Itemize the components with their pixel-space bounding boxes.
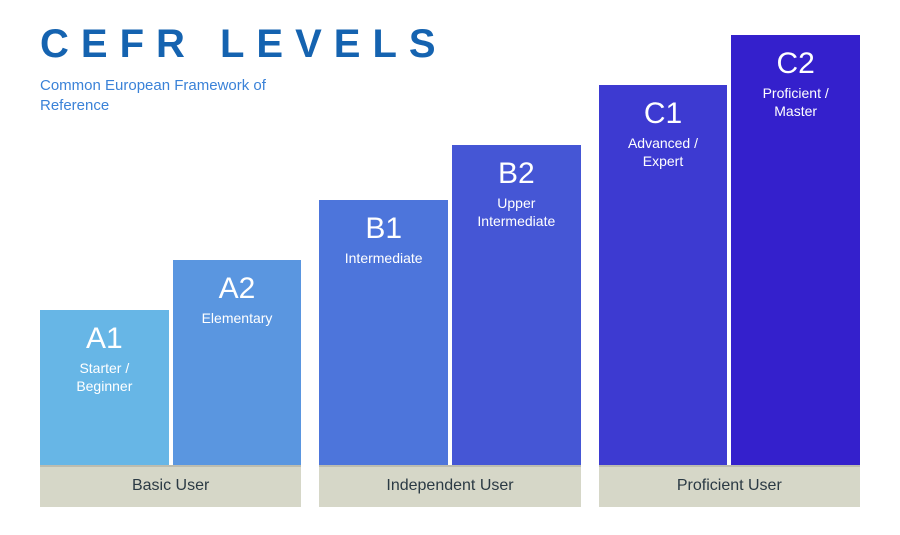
- bar-a2: A2 Elementary: [173, 260, 302, 465]
- bar-group: C1 Advanced / Expert C2 Proficient / Mas…: [599, 35, 860, 465]
- bar-group: A1 Starter / Beginner A2 Elementary: [40, 260, 301, 465]
- bar-c1: C1 Advanced / Expert: [599, 85, 728, 465]
- bar-code: B1: [365, 214, 402, 244]
- bar-b1: B1 Intermediate: [319, 200, 448, 465]
- bar-desc: Upper Intermediate: [458, 195, 575, 230]
- bar-desc: Advanced / Expert: [605, 135, 722, 170]
- cefr-bar-chart: A1 Starter / Beginner A2 Elementary B1 I…: [40, 35, 860, 507]
- group-label: Proficient User: [599, 465, 860, 507]
- bar-b2: B2 Upper Intermediate: [452, 145, 581, 465]
- bar-code: C2: [776, 49, 814, 79]
- group-label-row: Basic User Independent User Proficient U…: [40, 465, 860, 507]
- bar-desc: Elementary: [198, 310, 277, 328]
- bar-desc: Proficient / Master: [737, 85, 854, 120]
- bar-code: C1: [644, 99, 682, 129]
- bar-code: A2: [219, 274, 256, 304]
- bar-a1: A1 Starter / Beginner: [40, 310, 169, 465]
- group-label: Basic User: [40, 465, 301, 507]
- bar-group: B1 Intermediate B2 Upper Intermediate: [319, 145, 580, 465]
- bar-code: A1: [86, 324, 123, 354]
- bar-desc: Starter / Beginner: [46, 360, 163, 395]
- group-label: Independent User: [319, 465, 580, 507]
- bar-row: A1 Starter / Beginner A2 Elementary B1 I…: [40, 35, 860, 465]
- bar-code: B2: [498, 159, 535, 189]
- bar-c2: C2 Proficient / Master: [731, 35, 860, 465]
- bar-desc: Intermediate: [341, 250, 427, 268]
